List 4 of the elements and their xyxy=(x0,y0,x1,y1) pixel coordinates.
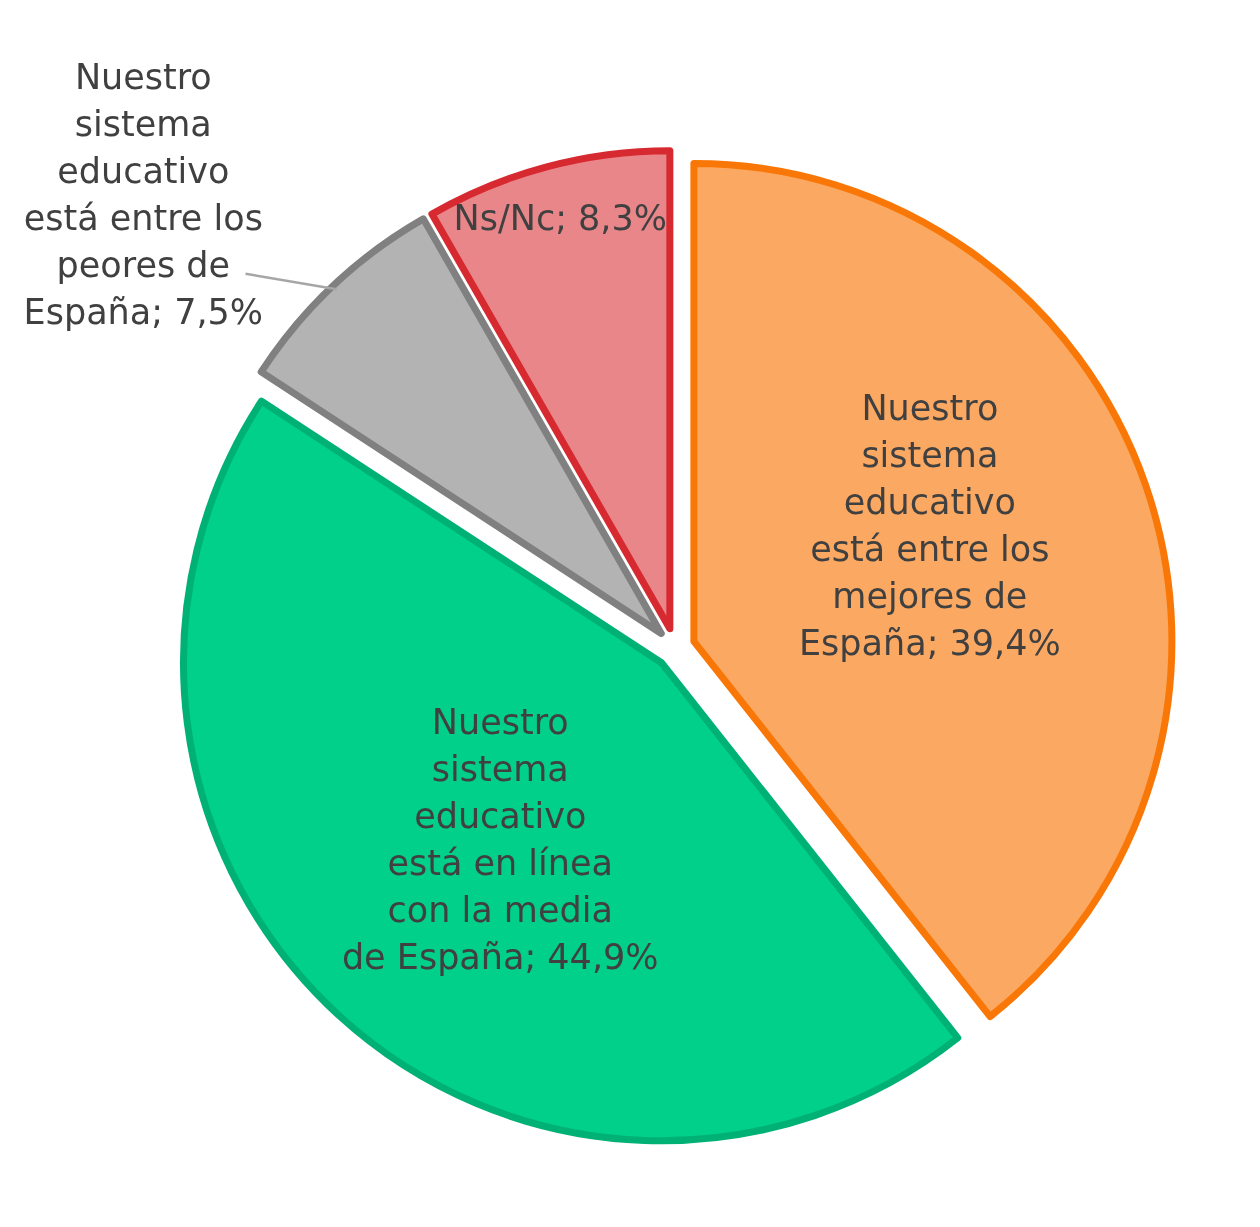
slice-label: Nuestro sistema educativo está entre los mejores de España; 39,4% xyxy=(799,388,1061,664)
slice-label: Ns/Nc; 8,3% xyxy=(453,197,668,238)
slice-label: Nuestro sistema educativo está entre los peores de España; 7,5% xyxy=(23,57,264,333)
slice-label: Nuestro sistema educativo está en línea con la media de España; 44,9% xyxy=(341,701,659,977)
